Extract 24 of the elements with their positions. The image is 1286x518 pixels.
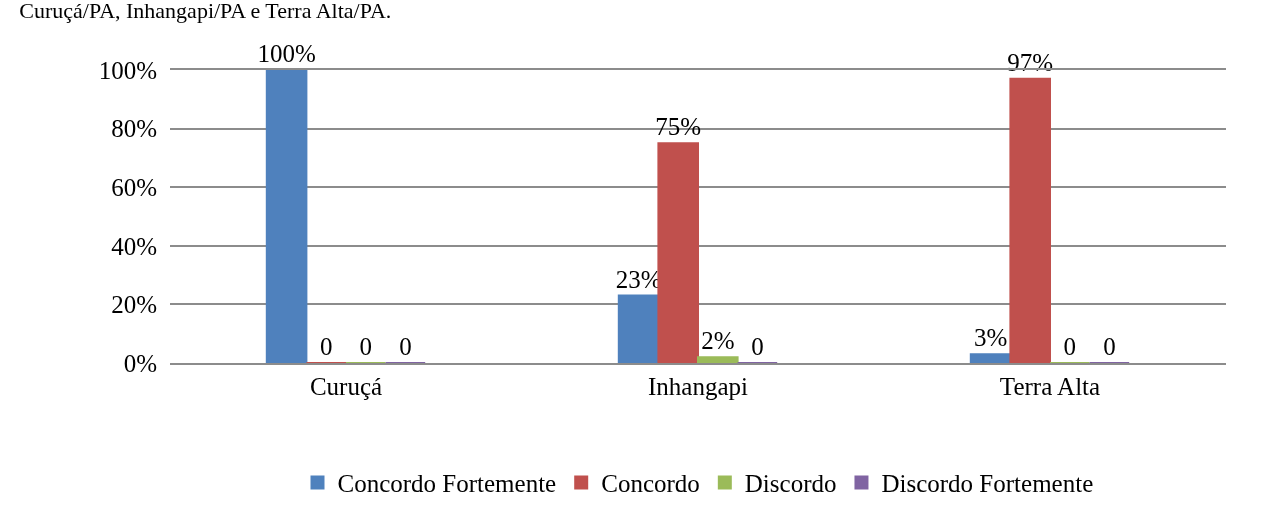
- y-tick-label: 80%: [111, 115, 157, 143]
- y-tick-label: 0%: [123, 349, 157, 377]
- legend-label: Discordo: [744, 470, 837, 498]
- data-label: 100%: [257, 40, 316, 67]
- data-label: 0: [1103, 333, 1116, 360]
- x-tick-label: Terra Alta: [999, 373, 1101, 400]
- y-tick-label: 20%: [111, 291, 157, 319]
- data-label: 0: [319, 333, 333, 360]
- data-label: 0: [1063, 333, 1077, 360]
- y-tick-label: 60%: [111, 173, 157, 201]
- data-label: 0: [399, 333, 412, 360]
- data-label: 0: [751, 333, 764, 360]
- data-label: 0: [359, 333, 373, 360]
- x-tick-label: Inhangapi: [648, 373, 749, 400]
- chart-title: Curuçá/PA, Inhangapi/PA e Terra Alta/PA.: [19, 0, 392, 23]
- legend-label: Concordo Fortemente: [337, 470, 557, 498]
- x-tick-label: Curuçá: [309, 373, 383, 400]
- data-label: 3%: [973, 324, 1008, 352]
- y-tick-label: 40%: [111, 232, 157, 260]
- y-tick-label: 100%: [98, 56, 157, 84]
- data-label: 2%: [701, 327, 735, 355]
- legend-label: Concordo: [601, 470, 700, 498]
- legend-label: Discordo Fortemente: [881, 470, 1094, 498]
- data-label: 75%: [655, 113, 702, 141]
